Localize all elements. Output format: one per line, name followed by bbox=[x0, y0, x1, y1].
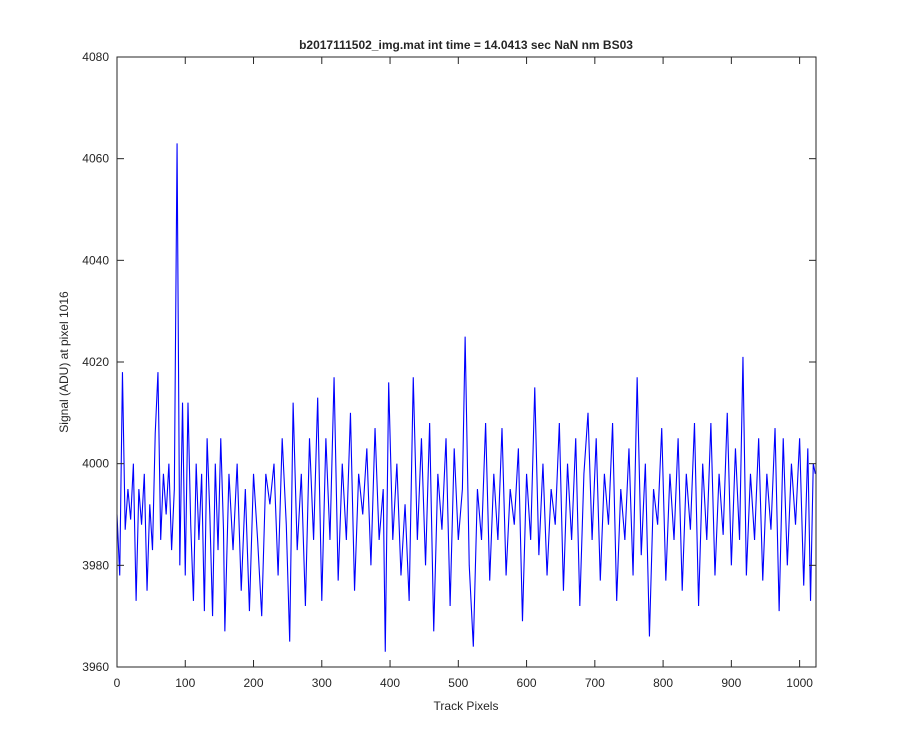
x-tick-label: 700 bbox=[585, 676, 605, 690]
x-tick-label: 100 bbox=[175, 676, 195, 690]
x-tick-label: 800 bbox=[653, 676, 673, 690]
y-tick-label: 3960 bbox=[82, 660, 109, 674]
x-tick-label: 400 bbox=[380, 676, 400, 690]
x-tick-label: 0 bbox=[114, 676, 121, 690]
chart-title: b2017111502_img.mat int time = 14.0413 s… bbox=[299, 38, 633, 52]
x-tick-label: 300 bbox=[312, 676, 332, 690]
y-tick-label: 3980 bbox=[82, 558, 109, 572]
data-line bbox=[116, 143, 816, 652]
x-tick-label: 1000 bbox=[786, 676, 813, 690]
y-tick-label: 4000 bbox=[82, 457, 109, 471]
y-tick-label: 4060 bbox=[82, 152, 109, 166]
x-axis-label: Track Pixels bbox=[434, 699, 499, 713]
x-tick-label: 600 bbox=[517, 676, 537, 690]
x-tick-label: 900 bbox=[721, 676, 741, 690]
x-tick-label: 500 bbox=[448, 676, 468, 690]
y-axis-label: Signal (ADU) at pixel 1016 bbox=[57, 291, 71, 433]
y-tick-label: 4080 bbox=[82, 50, 109, 64]
y-tick-label: 4020 bbox=[82, 355, 109, 369]
x-tick-label: 200 bbox=[244, 676, 264, 690]
y-tick-label: 4040 bbox=[82, 253, 109, 267]
